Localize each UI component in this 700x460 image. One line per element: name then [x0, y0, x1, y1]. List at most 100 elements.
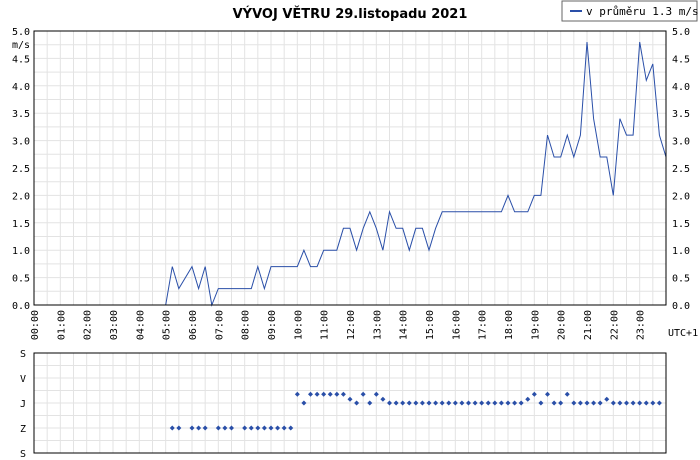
y-tick-label-right: 2.0	[672, 191, 690, 202]
legend-box	[561, 0, 698, 22]
y-tick-label-left: 2.0	[12, 191, 30, 202]
direction-point	[558, 400, 564, 406]
direction-point	[531, 391, 537, 397]
x-tick-label: 06:00	[188, 310, 199, 340]
direction-tick-label: Z	[20, 424, 26, 435]
direction-point	[301, 400, 307, 406]
direction-point	[387, 400, 392, 406]
direction-point	[413, 400, 419, 406]
x-ticks: 00:00 01:00 02:00 03:00 04:00 05:00 06:00 07:00…	[30, 310, 647, 340]
x-tick-label: 14:00	[399, 310, 410, 340]
y-tick-label-right: 2.5	[672, 164, 690, 175]
x-tick-label: 16:00	[451, 310, 462, 340]
direction-point	[222, 425, 228, 431]
direction-point	[624, 400, 629, 406]
x-tick-label: 22:00	[609, 310, 620, 340]
direction-points	[169, 391, 662, 431]
speed-y-ticks-right: 0.0 0.5 1.0 1.5 2.0 2.5 3.0 3.5 4.0 4.5 5.0	[672, 27, 690, 312]
y-tick-label-left: 0.0	[12, 301, 30, 312]
direction-point	[275, 425, 281, 431]
direction-point	[459, 400, 465, 406]
direction-point	[525, 396, 531, 402]
direction-tick-label: V	[20, 374, 26, 385]
direction-point	[498, 400, 504, 406]
y-tick-label-left: 4.5	[12, 54, 30, 65]
direction-point	[400, 400, 406, 406]
direction-point	[334, 391, 340, 397]
y-tick-label-left: 3.5	[12, 109, 30, 120]
direction-point	[512, 400, 518, 406]
x-tick-label: 04:00	[135, 310, 146, 340]
y-axis-unit: m/s	[12, 40, 30, 51]
direction-tick-label: S	[20, 349, 26, 360]
direction-point	[321, 391, 327, 397]
y-tick-label-left: 2.5	[12, 164, 30, 175]
direction-point	[518, 400, 524, 406]
x-tick-label: 23:00	[636, 310, 647, 340]
direction-point	[288, 425, 294, 431]
x-axis-label: UTC+1	[668, 328, 698, 339]
y-tick-label-right: 1.0	[672, 246, 690, 257]
chart-title: VÝVOJ VĚTRU 29.listopadu 2021	[233, 6, 468, 22]
speed-grid	[33, 30, 667, 306]
direction-point	[261, 425, 267, 431]
direction-point	[419, 400, 425, 406]
direction-point	[308, 391, 313, 397]
direction-point	[314, 391, 320, 397]
direction-point	[176, 425, 182, 431]
x-tick-label: 21:00	[583, 310, 594, 340]
direction-point	[196, 425, 202, 431]
x-tick-label: 13:00	[372, 310, 383, 340]
x-tick-label: 18:00	[504, 310, 515, 340]
speed-y-ticks: 0.0 0.5 1.0 1.5 2.0 2.5 3.0 3.5 4.0 4.5 5.0	[12, 27, 30, 312]
x-tick-label: 10:00	[293, 310, 304, 340]
direction-plot-frame	[33, 352, 667, 454]
direction-point	[373, 391, 379, 397]
direction-point	[268, 425, 274, 431]
direction-point	[281, 425, 287, 431]
direction-point	[551, 400, 557, 406]
direction-point	[479, 400, 485, 406]
direction-point	[466, 400, 471, 406]
direction-tick-label: J	[20, 399, 26, 410]
y-tick-label-right: 5.0	[672, 27, 690, 38]
direction-point	[650, 400, 656, 406]
direction-tick-label: S	[20, 449, 26, 460]
direction-point	[215, 425, 221, 431]
direction-point	[189, 425, 195, 431]
direction-point	[202, 425, 208, 431]
x-tick-label: 15:00	[425, 310, 436, 340]
direction-point	[229, 425, 234, 431]
direction-point	[248, 425, 254, 431]
direction-point	[354, 400, 360, 406]
direction-point	[347, 396, 353, 402]
y-tick-label-right: 3.5	[672, 109, 690, 120]
x-tick-label: 05:00	[162, 310, 173, 340]
direction-point	[406, 400, 412, 406]
direction-point	[426, 400, 432, 406]
y-tick-label-left: 1.0	[12, 246, 30, 257]
direction-point	[472, 400, 478, 406]
direction-point	[294, 391, 300, 397]
direction-point	[643, 400, 649, 406]
direction-point	[255, 425, 261, 431]
legend: v průměru 1.3 m/s	[561, 0, 699, 22]
direction-point	[505, 400, 511, 406]
direction-point	[545, 391, 550, 397]
direction-point	[591, 400, 597, 406]
x-tick-label: 07:00	[214, 310, 225, 340]
direction-point	[169, 425, 175, 431]
x-tick-label: 01:00	[56, 310, 67, 340]
direction-point	[637, 400, 643, 406]
direction-point	[439, 400, 445, 406]
x-tick-label: 20:00	[557, 310, 568, 340]
direction-point	[433, 400, 439, 406]
y-tick-label-left: 3.0	[12, 137, 30, 148]
y-tick-label-right: 0.5	[672, 274, 690, 285]
direction-point	[597, 400, 603, 406]
speed-series-line	[34, 41, 667, 307]
direction-point	[380, 396, 386, 402]
direction-point	[360, 391, 366, 397]
direction-point	[630, 400, 636, 406]
direction-y-ticks: S V J Z S	[20, 349, 26, 460]
